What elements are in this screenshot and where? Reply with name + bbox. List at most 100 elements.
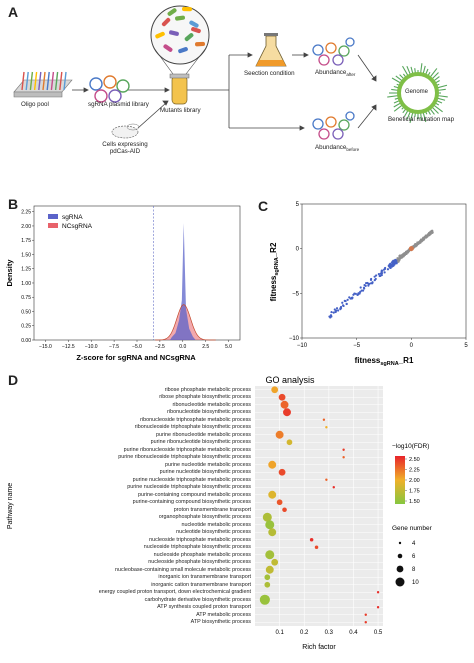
fitness-point: [365, 282, 368, 285]
go-term-label: inorganic ion transmembrane transport: [158, 574, 251, 581]
abundance-after-label: Abundanceafter: [315, 69, 355, 78]
go-term-label: purine nucleotide metabolic process: [164, 461, 251, 468]
go-bubble: [322, 418, 326, 421]
fitness-point: [345, 302, 348, 305]
scatter-ytick-label: 5: [296, 202, 300, 208]
go-term-label: nucleoside phosphate biosynthetic proces…: [148, 559, 251, 566]
fitness-point: [373, 275, 376, 278]
fitness-point: [417, 242, 420, 245]
go-bubble: [325, 478, 328, 481]
fitness-point: [387, 264, 391, 267]
scatter-ytick-label: −5: [292, 291, 300, 297]
go-bubble: [283, 408, 291, 417]
bacterium: [189, 20, 199, 28]
fitness-point: [363, 283, 366, 287]
panel-letter-b: B: [8, 196, 19, 212]
fitness-point: [379, 274, 382, 278]
go-term-label: nucleobase-containing small molecule met…: [114, 566, 251, 573]
fitness-point: [344, 299, 347, 303]
go-bubble: [275, 430, 284, 439]
density-plot: 0.00 0.25 0.50 0.75 1.00 1.25 1.50 1.75 2.00 2.25…: [5, 205, 241, 362]
density-xlabel: Z-score for sgRNA and NCsgRNA: [76, 353, 196, 362]
fitness-point: [330, 315, 333, 318]
go-term-label: organophosphate biosynthetic process: [158, 514, 251, 521]
go-bubble: [265, 520, 275, 530]
go-term-label: ribonucleoside triphosphate biosynthetic…: [134, 424, 251, 431]
density-xtick-label: −15.0: [39, 344, 52, 350]
fitness-point: [330, 310, 333, 314]
go-xlabel: Rich factor: [302, 644, 336, 651]
abundance-after-sub: after: [346, 72, 356, 78]
bacterium: [163, 44, 173, 52]
go-bubble: [332, 486, 335, 489]
fitness-point: [383, 271, 386, 274]
go-bubble: [276, 499, 283, 506]
density-ytick-label: 2.25: [21, 210, 31, 216]
abundance-before-sub: before: [346, 147, 360, 153]
fitness-point: [356, 293, 359, 297]
genome-spike: [437, 88, 446, 91]
fitness-point: [346, 298, 349, 301]
fitness-point: [352, 293, 355, 296]
oligo-pool-label: Oligo pool: [21, 101, 49, 108]
fitness-point: [351, 296, 354, 300]
abundance-before-label: Abundancebefore: [315, 144, 359, 153]
fitness-point: [375, 274, 378, 277]
size-legend-title: Gene number: [392, 525, 433, 532]
ncsgrna-density-curve: [154, 304, 216, 341]
go-term-label: inorganic cation transmembrane transport: [151, 581, 251, 588]
go-bubble: [264, 574, 271, 581]
fitness-point: [384, 266, 387, 270]
genome-spike: [433, 76, 440, 82]
genome-spike: [410, 66, 414, 74]
go-term-label: ribose phosphate biosynthetic process: [159, 394, 251, 401]
go-bubble: [278, 393, 286, 401]
fitness-point: [429, 232, 432, 235]
genome-spike: [431, 106, 439, 114]
fitness-scatter: −10 −5 0 550−5−10 fitnesssgRNA_R1 fitnesssg…: [269, 202, 468, 367]
fitness-point: [354, 292, 357, 295]
scatter-ylabel-tail: _R2: [269, 242, 278, 258]
fitness-point: [395, 259, 398, 262]
mutants-magnified-icon: [150, 5, 210, 75]
oligo-strand: [38, 71, 42, 91]
scatter-xtick-label: 5: [464, 343, 468, 349]
fitness-point: [377, 273, 380, 276]
density-xtick-label: −5.0: [132, 344, 142, 350]
color-legend-tick-label: 2.00: [409, 478, 420, 484]
density-xtick-label: −2.5: [155, 344, 165, 350]
genome-spike: [437, 95, 448, 98]
size-legend-dot: [397, 553, 403, 559]
workflow-diagram: [13, 5, 448, 140]
fitness-point: [427, 234, 430, 237]
go-bubble: [265, 565, 274, 574]
fitness-point: [367, 284, 370, 287]
go-bubble-chart: GO analysis 0.1 0.2 0.3 0.4 0.5 Rich factor …: [7, 375, 433, 651]
mutants-library-label: Mutants library: [160, 107, 201, 114]
flask-icon: [255, 33, 287, 67]
fitness-point: [423, 237, 426, 240]
plasmid-library-icon: [89, 75, 130, 103]
beneficial-map-label: Beneficial mutation map: [388, 116, 455, 123]
mutants-tube-icon: [169, 73, 190, 105]
scatter-xlabel: fitnesssgRNA_R1: [355, 356, 414, 367]
fitness-point: [370, 277, 373, 281]
genome-spike: [391, 77, 401, 84]
fitness-point: [406, 250, 409, 253]
go-bubble: [271, 558, 279, 566]
genome-spike: [431, 72, 439, 80]
go-bubble: [268, 460, 277, 469]
go-term-label: nucleoside phosphate metabolic process: [153, 551, 251, 558]
density-ylabel: Density: [5, 259, 14, 287]
oligo-strand: [59, 71, 63, 91]
genome-spike: [433, 104, 443, 113]
selection-label: Seection condition: [244, 70, 295, 77]
go-bubble: [278, 468, 286, 476]
go-bubble: [376, 591, 380, 594]
abundance-before-text: Abundance: [315, 144, 347, 151]
density-ytick-label: 1.25: [21, 267, 31, 273]
genome-spike: [425, 68, 429, 75]
go-ylabel: Pathway name: [7, 483, 14, 529]
go-bubble: [342, 456, 345, 459]
fitness-point: [383, 268, 386, 271]
